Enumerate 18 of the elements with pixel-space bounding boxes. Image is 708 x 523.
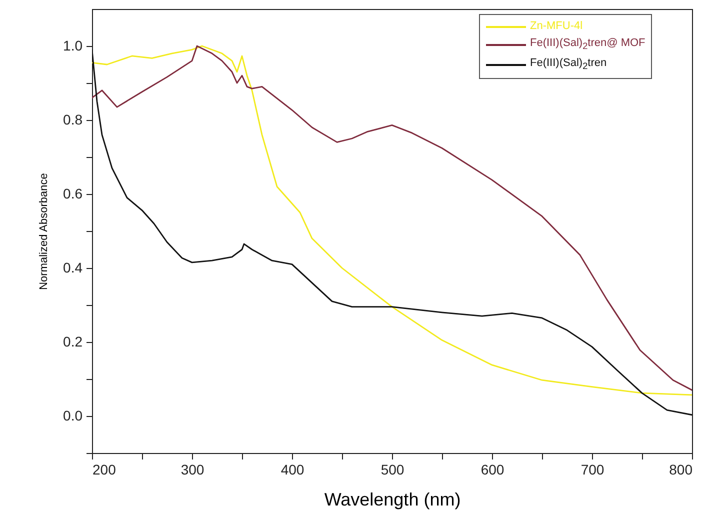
legend-label: Zn-MFU-4l xyxy=(530,19,583,34)
x-tick-label: 200 xyxy=(92,462,116,478)
x-tick-label: 500 xyxy=(380,462,404,478)
x-tick-label: 700 xyxy=(580,462,604,478)
y-tick-label: 0.4 xyxy=(63,260,83,276)
legend-label: Fe(III)(Sal)$_{2}$tren@ MOF xyxy=(530,36,646,54)
x-axis-title: Wavelength (nm) xyxy=(324,490,461,510)
x-tick-label: 600 xyxy=(480,462,504,478)
legend-label: Fe(III)(Sal)$_{2}$tren xyxy=(530,56,607,74)
y-tick-label: 0.6 xyxy=(63,186,83,202)
x-tick-label: 800 xyxy=(669,462,693,478)
x-tick-label: 300 xyxy=(180,462,204,478)
y-tick-label: 0.2 xyxy=(63,334,83,350)
y-tick-label: 1.0 xyxy=(63,38,83,54)
y-axis-title: Normalized Absorbance xyxy=(38,173,50,290)
y-tick-label: 0.8 xyxy=(63,112,83,128)
y-tick-label: 0.0 xyxy=(63,408,83,424)
x-tick-label: 400 xyxy=(280,462,304,478)
